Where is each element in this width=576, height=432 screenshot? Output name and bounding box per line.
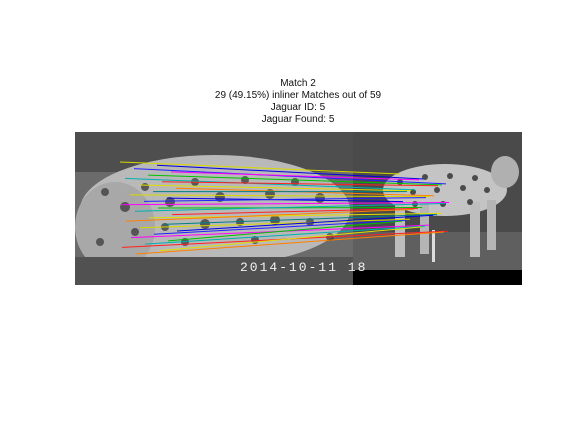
right-jaguar-head bbox=[491, 156, 519, 188]
match-line bbox=[139, 218, 411, 229]
match-line bbox=[162, 213, 438, 225]
match-line bbox=[171, 207, 419, 216]
match-line bbox=[167, 220, 403, 242]
match-line bbox=[148, 212, 442, 219]
inlier-match-lines bbox=[119, 161, 450, 255]
match-line bbox=[133, 168, 447, 185]
match-line bbox=[158, 226, 422, 252]
match-visualization bbox=[75, 132, 522, 285]
title-jaguar-found: Jaguar Found: 5 bbox=[261, 114, 335, 125]
camera-timestamp-overlay: 2014-10-11 18 bbox=[240, 260, 368, 275]
match-line bbox=[170, 171, 420, 181]
title-inlier-summary: 29 (49.15%) inliner Matches out of 59 bbox=[214, 90, 382, 101]
match-line bbox=[138, 184, 412, 192]
right-photo-black-strip bbox=[353, 270, 522, 285]
match-line bbox=[135, 231, 445, 255]
figure-title: Match 2 29 (49.15%) inliner Matches out … bbox=[0, 78, 576, 126]
match-line bbox=[156, 164, 424, 180]
match-line bbox=[153, 219, 407, 235]
title-jaguar-id: Jaguar ID: 5 bbox=[270, 102, 326, 113]
title-match-label: Match 2 bbox=[280, 78, 316, 89]
match-line bbox=[124, 177, 416, 191]
match-line bbox=[147, 174, 443, 186]
match-line bbox=[144, 225, 426, 245]
match-line bbox=[119, 161, 401, 175]
match-line bbox=[120, 202, 450, 206]
right-photo-plant bbox=[432, 230, 435, 262]
match-line bbox=[129, 194, 431, 198]
match-line bbox=[125, 208, 415, 222]
right-photo-ground bbox=[353, 232, 522, 270]
match-image-panel: 2014-10-11 18 bbox=[75, 132, 522, 285]
match-line bbox=[161, 181, 439, 187]
match-line bbox=[143, 197, 427, 202]
match-line bbox=[134, 202, 446, 212]
match-line bbox=[176, 214, 434, 232]
